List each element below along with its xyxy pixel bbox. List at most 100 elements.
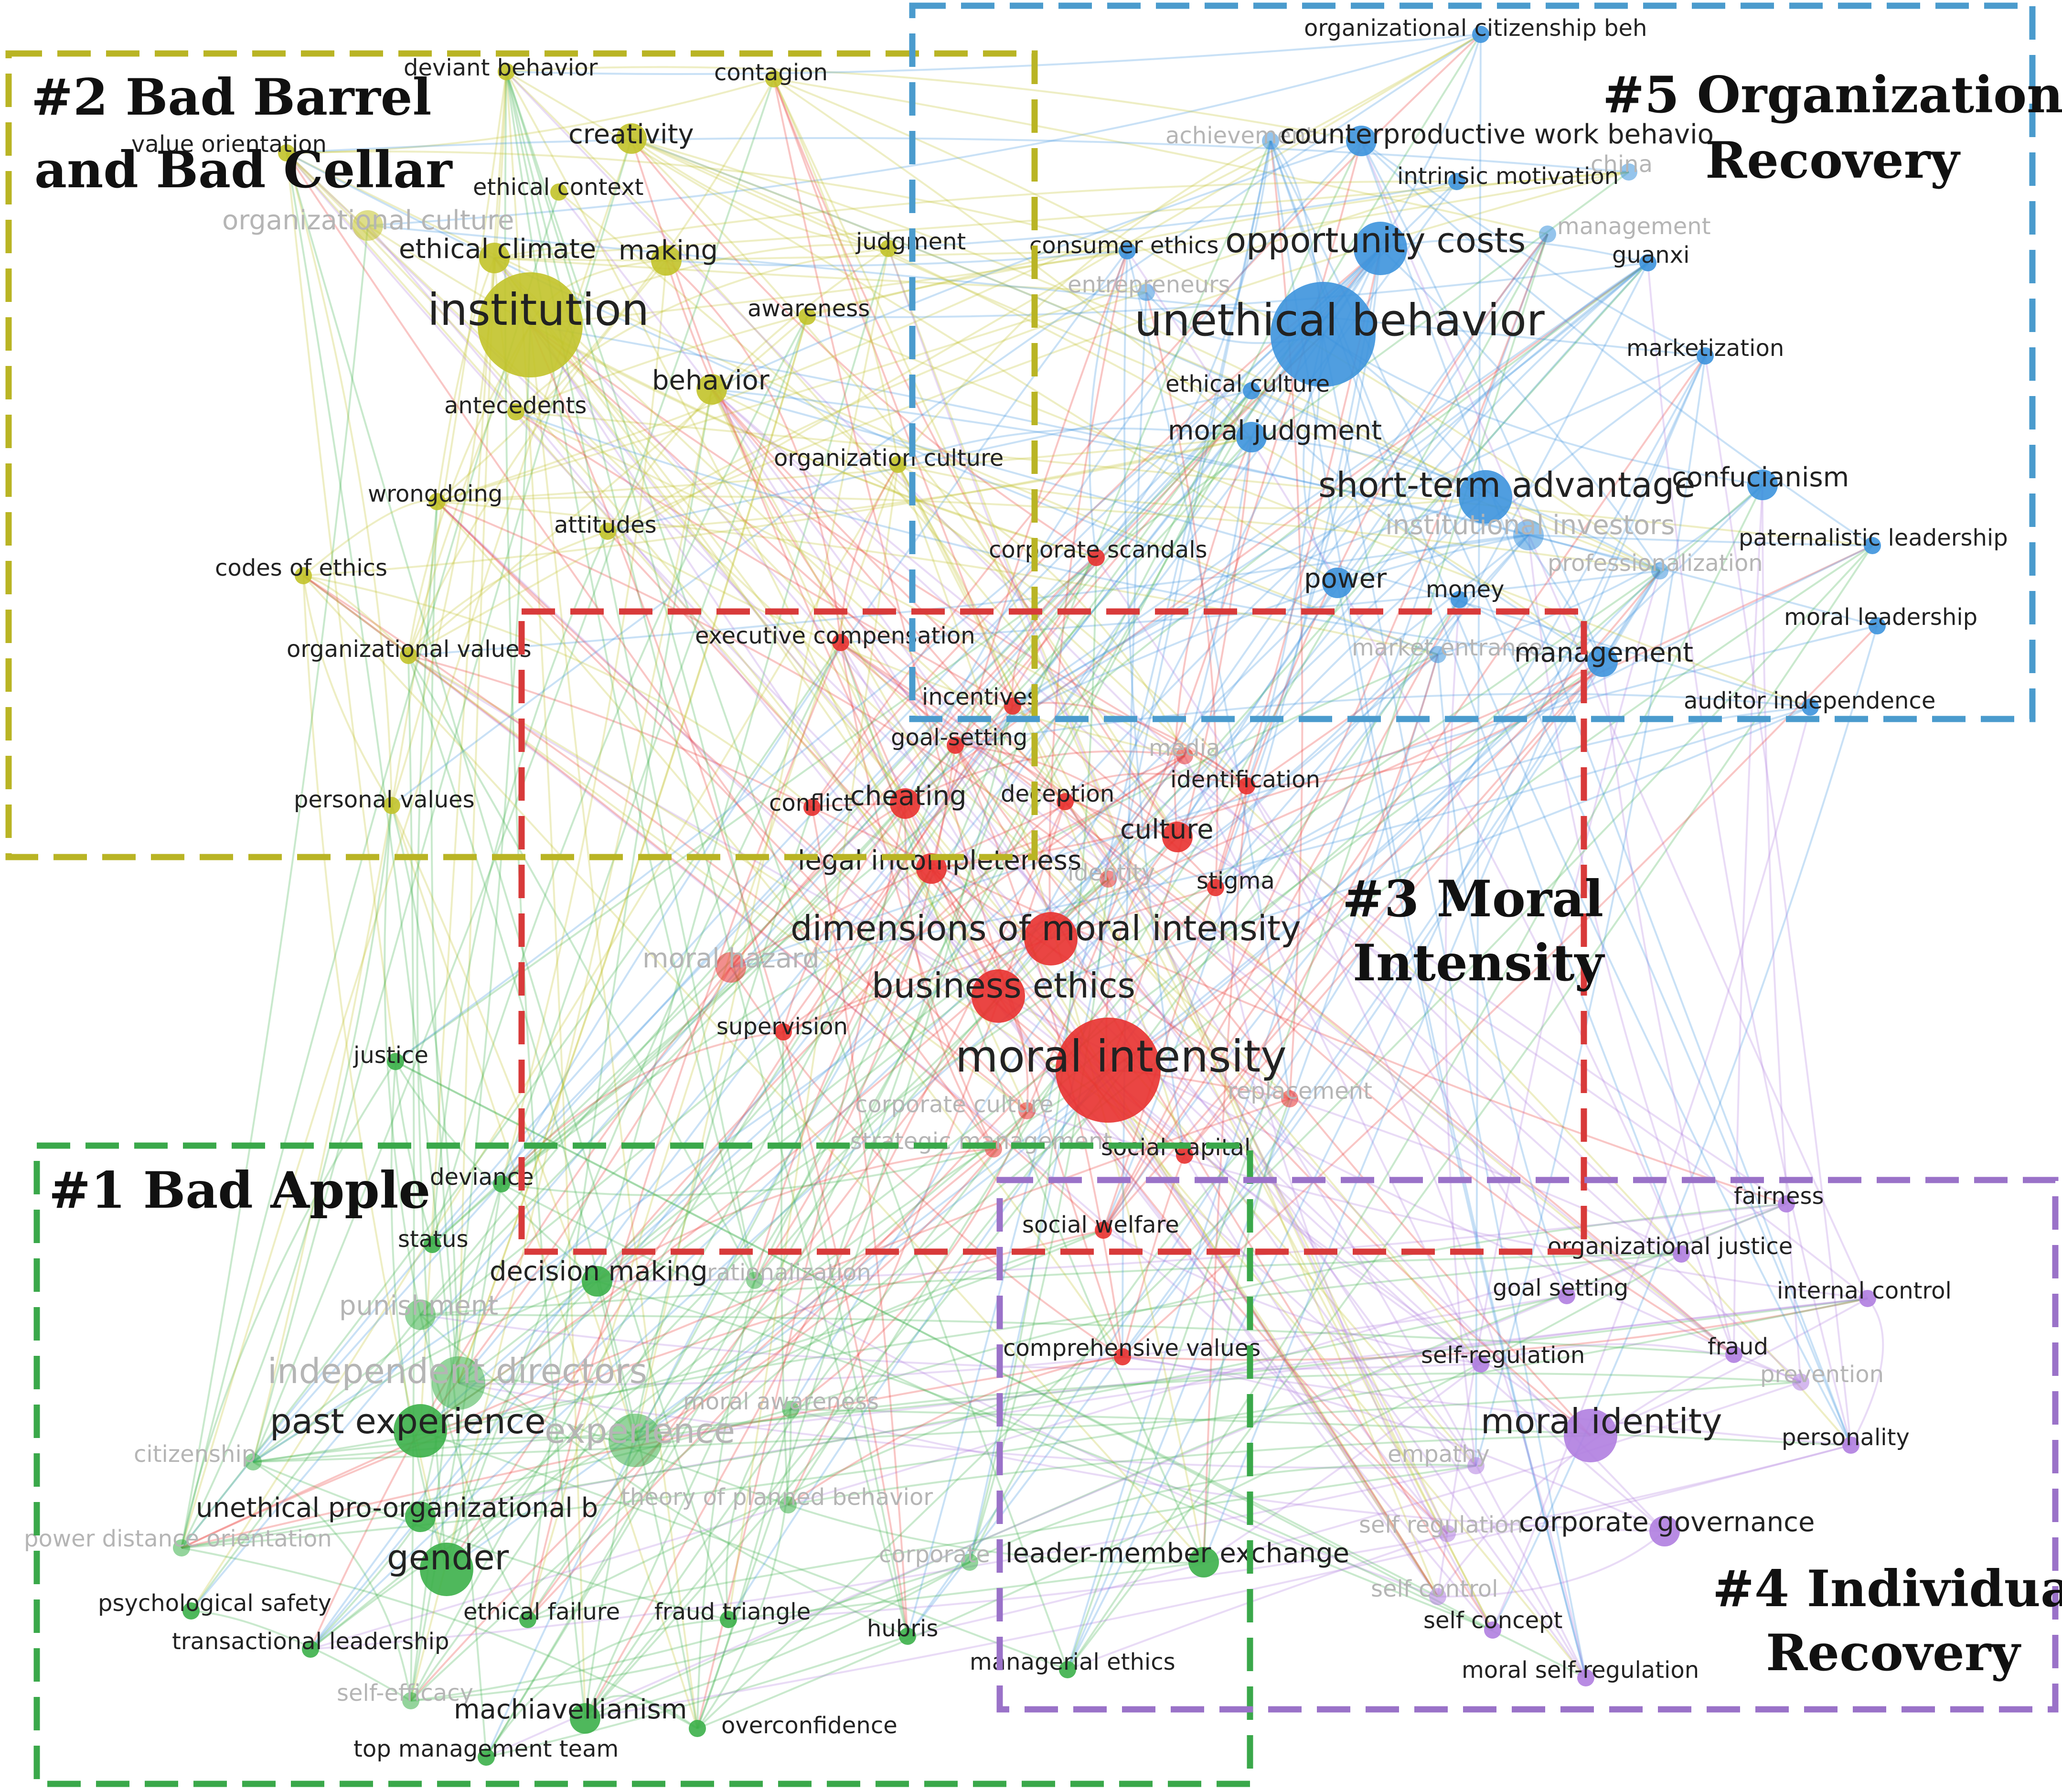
node-dot-social-capital [1176, 1147, 1193, 1164]
cooccurrence-link [252, 534, 1529, 1463]
cooccurrence-link [788, 1504, 1204, 1564]
cooccurrence-link [191, 1610, 412, 1702]
cooccurrence-link [494, 257, 667, 262]
cooccurrence-link [1126, 250, 1291, 1099]
cooccurrence-link [1145, 292, 1218, 888]
cooccurrence-link [1184, 661, 1603, 1156]
cooccurrence-link [437, 181, 1457, 503]
cooccurrence-link [1089, 250, 1128, 558]
cooccurrence-link [302, 575, 1205, 1563]
cooccurrence-link [515, 411, 1013, 707]
node-dot-leader-member-exchange [1188, 1547, 1219, 1577]
node-dot-moral-identity [1564, 1409, 1617, 1462]
cooccurrence-link [1102, 355, 1706, 1231]
node-label-fraud: fraud [1708, 1333, 1768, 1360]
cooccurrence-link [1102, 570, 1661, 1231]
cooccurrence-link [419, 1314, 908, 1637]
cooccurrence-link [505, 71, 1682, 1255]
node-label-power-distance-orientation: power distance orientation [24, 1525, 332, 1552]
cooccurrence-link [302, 500, 438, 577]
cooccurrence-link [419, 582, 1338, 1432]
cooccurrence-link [1733, 484, 1763, 1355]
node-label-supervision: supervision [716, 1013, 848, 1040]
cooccurrence-link [286, 152, 1587, 1679]
cooccurrence-link [1067, 355, 1706, 1670]
cooccurrence-link [419, 436, 1252, 1316]
cooccurrence-link [408, 534, 1529, 656]
cooccurrence-link [302, 575, 1448, 1534]
cooccurrence-link [1492, 625, 1878, 1631]
cluster-title-line: #1 Bad Apple [49, 1160, 430, 1220]
cooccurrence-link [558, 191, 1852, 1446]
node-dot-experience [609, 1414, 662, 1467]
cooccurrence-link [840, 642, 1735, 1355]
cooccurrence-link [607, 247, 889, 532]
cooccurrence-link [607, 171, 1629, 532]
cooccurrence-link [782, 803, 906, 1032]
cooccurrence-link [310, 1229, 1104, 1650]
cooccurrence-link [631, 138, 1486, 498]
cooccurrence-link [501, 260, 667, 1184]
node-label-rationalization: rationalization [707, 1259, 871, 1286]
node-label-management: management [1557, 213, 1711, 240]
cooccurrence-link [596, 248, 889, 1282]
cooccurrence-link [1246, 334, 1324, 786]
node-dot-organizational-culture [353, 210, 383, 241]
node-label-paternalistic-leadership: paternalistic leadership [1739, 525, 2008, 551]
cooccurrence-link [530, 244, 889, 326]
node-dot-legal-incompleteness [916, 853, 947, 884]
node-dot-confucianism [1747, 470, 1778, 500]
cooccurrence-link [1064, 801, 1587, 1678]
node-dot-incentives [1004, 697, 1021, 715]
node-dot-stigma [1207, 879, 1224, 896]
cooccurrence-link [407, 655, 415, 1701]
cooccurrence-link [286, 152, 999, 997]
cooccurrence-link [529, 324, 1066, 803]
cooccurrence-link [515, 411, 1873, 547]
cluster-title-line: #5 Organizational [1603, 65, 2062, 124]
cooccurrence-link [887, 248, 1448, 1534]
cooccurrence-link [969, 140, 1271, 1563]
cooccurrence-link [410, 1561, 970, 1702]
cooccurrence-link [506, 66, 1362, 142]
node-label-corporate-scandals: corporate scandals [989, 537, 1207, 563]
cooccurrence-link [416, 501, 448, 1570]
node-dot-punishment [405, 1299, 436, 1330]
cooccurrence-link [493, 257, 1735, 1355]
cooccurrence-link [458, 316, 808, 1384]
node-label-opportunity-costs: opportunity costs [1225, 220, 1526, 260]
cluster-title-organizational-recovery: #5 Organizational Recovery [1603, 65, 2062, 190]
cooccurrence-link [1336, 262, 1649, 584]
node-label-goal-setting: goal-setting [891, 724, 1027, 751]
node-label-organizational-citizenship-beh: organizational citizenship beh [1304, 15, 1647, 42]
node-label-incentives: incentives [922, 684, 1039, 710]
cooccurrence-link [310, 1203, 1787, 1650]
cooccurrence-link [711, 388, 1248, 787]
node-dot-value-orientation [278, 144, 295, 161]
cooccurrence-link [252, 78, 775, 1462]
cooccurrence-link [1107, 570, 1661, 1071]
cooccurrence-link [954, 744, 1735, 1355]
cooccurrence-link [897, 464, 1494, 1631]
node-label-china: china [1591, 151, 1653, 178]
node-label-money: money [1426, 576, 1504, 603]
cooccurrence-link [286, 152, 994, 1150]
cooccurrence-link [431, 531, 609, 1245]
cooccurrence-link [1270, 140, 1303, 1099]
cooccurrence-link [1602, 661, 1735, 1355]
cooccurrence-link [696, 1409, 792, 1729]
cooccurrence-link [585, 1561, 970, 1719]
cooccurrence-link [807, 171, 1629, 317]
node-label-corporate-culture: corporate culture [855, 1091, 1054, 1118]
cooccurrence-link [1360, 140, 1706, 357]
cooccurrence-link [181, 642, 842, 1549]
cooccurrence-link [631, 138, 1486, 498]
cooccurrence-link [904, 140, 1362, 804]
cooccurrence-link [969, 1463, 1476, 1563]
cooccurrence-link [1050, 582, 1338, 940]
node-label-conflict: conflict [769, 790, 853, 816]
cooccurrence-link [410, 1148, 994, 1702]
cooccurrence-link [998, 706, 1811, 997]
cooccurrence-link [436, 501, 1028, 1112]
node-dot-replacement [1281, 1090, 1298, 1107]
